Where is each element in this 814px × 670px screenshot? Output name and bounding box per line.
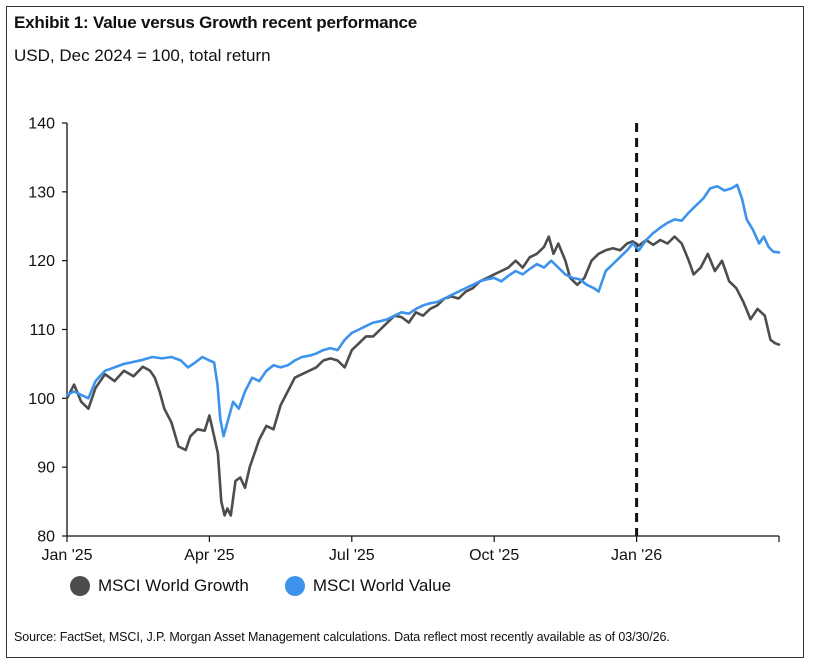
legend-label-value: MSCI World Value xyxy=(312,576,452,595)
x-tick-label: Jan '26 xyxy=(611,547,662,564)
chart-subtitle: USD, Dec 2024 = 100, total return xyxy=(14,46,271,65)
y-tick-label: 80 xyxy=(37,529,55,546)
legend-item-growth: MSCI World Growth xyxy=(70,576,249,596)
legend-swatch-growth xyxy=(70,576,90,596)
y-tick-label: 130 xyxy=(28,184,55,201)
chart-title: Exhibit 1: Value versus Growth recent pe… xyxy=(14,13,418,32)
series-line-growth xyxy=(65,235,781,517)
series-line-value xyxy=(65,183,781,438)
y-tick-label: 120 xyxy=(28,253,55,270)
legend-swatch-value xyxy=(284,576,305,596)
y-tick-label: 100 xyxy=(28,391,55,408)
x-tick-label: Jul '25 xyxy=(329,547,375,564)
y-tick-label: 110 xyxy=(29,322,55,339)
legend: MSCI World Growth MSCI World Value xyxy=(70,576,487,596)
y-tick-label: 140 xyxy=(28,116,55,133)
y-tick-label: 90 xyxy=(37,460,55,477)
exhibit-frame xyxy=(6,6,804,658)
x-tick-label: Jan '25 xyxy=(41,547,92,564)
x-tick-label: Apr '25 xyxy=(184,547,234,564)
legend-label-growth: MSCI World Growth xyxy=(98,576,249,595)
source-note: Source: FactSet, MSCI, J.P. Morgan Asset… xyxy=(14,630,670,644)
legend-item-value: MSCI World Value xyxy=(284,576,452,596)
x-tick-label: Oct '25 xyxy=(469,547,519,564)
